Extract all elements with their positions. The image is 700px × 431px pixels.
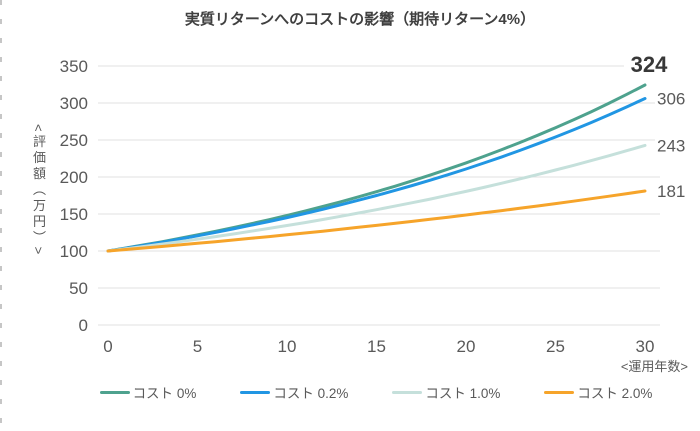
legend-label-cost-10: コスト 1.0%: [425, 386, 501, 401]
y-tick-label: 100: [60, 242, 88, 261]
y-tick-label: 250: [60, 131, 88, 150]
x-axis-title: <運用年数>: [620, 359, 688, 374]
legend-swatch-cost-0: [99, 390, 130, 394]
chart-title: 実質リターンへのコストの影響（期待リターン4%）: [184, 11, 536, 28]
chart-legend: コスト 0% コスト 0.2% コスト 1.0% コスト 2.0%: [26, 382, 700, 402]
legend-label-cost-20: コスト 2.0%: [577, 386, 653, 401]
end-label-backing: [655, 87, 693, 109]
legend-item-cost-0: コスト 0%: [99, 382, 197, 402]
legend-item-cost-20: コスト 2.0%: [544, 382, 652, 402]
x-tick-label: 5: [193, 337, 202, 356]
y-axis-title: <評価額（万円）>: [31, 124, 46, 258]
end-label: 306: [657, 90, 685, 109]
end-label-backing: [655, 134, 693, 156]
x-tick-label: 10: [278, 337, 297, 356]
series-line-コスト 1.0%: [106, 143, 647, 253]
series-line-コスト 2.0%: [106, 189, 647, 253]
legend-item-cost-02: コスト 0.2%: [240, 382, 348, 402]
legend-swatch-cost-10: [392, 390, 423, 394]
left-dashed-border: [0, 0, 2, 431]
legend-swatch-cost-20: [544, 390, 575, 394]
legend-label-cost-02: コスト 0.2%: [273, 386, 349, 401]
end-label-backing: [624, 52, 674, 77]
end-label: 181: [657, 182, 685, 201]
y-tick-label: 150: [60, 205, 88, 224]
x-tick-label: 25: [546, 337, 565, 356]
legend-item-cost-10: コスト 1.0%: [392, 382, 500, 402]
x-tick-label: 0: [103, 337, 112, 356]
y-tick-label: 350: [60, 57, 88, 76]
y-tick-label: 200: [60, 168, 88, 187]
end-label-emphasized: 324: [631, 52, 668, 77]
y-tick-label: 50: [69, 279, 88, 298]
x-tick-label: 30: [636, 337, 655, 356]
end-label-backing: [655, 180, 693, 201]
legend-swatch-cost-02: [240, 390, 271, 394]
x-tick-label: 20: [457, 337, 476, 356]
y-tick-label: 300: [60, 94, 88, 113]
y-tick-label: 0: [79, 316, 88, 335]
series-line-コスト 0.2%: [106, 97, 647, 253]
end-label: 243: [657, 136, 685, 155]
legend-label-cost-0: コスト 0%: [132, 386, 197, 401]
x-tick-label: 15: [367, 337, 386, 356]
